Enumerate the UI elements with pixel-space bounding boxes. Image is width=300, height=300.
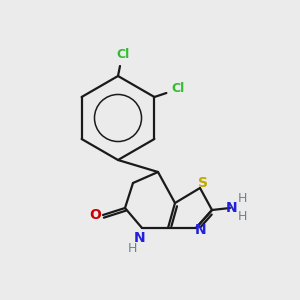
Text: H: H bbox=[237, 193, 247, 206]
Text: N: N bbox=[195, 223, 207, 237]
Text: O: O bbox=[89, 208, 101, 222]
Text: S: S bbox=[198, 176, 208, 190]
Text: N: N bbox=[226, 201, 238, 215]
Text: H: H bbox=[237, 211, 247, 224]
Text: H: H bbox=[127, 242, 137, 254]
Text: N: N bbox=[134, 231, 146, 245]
Text: Cl: Cl bbox=[116, 47, 130, 61]
Text: Cl: Cl bbox=[172, 82, 185, 95]
